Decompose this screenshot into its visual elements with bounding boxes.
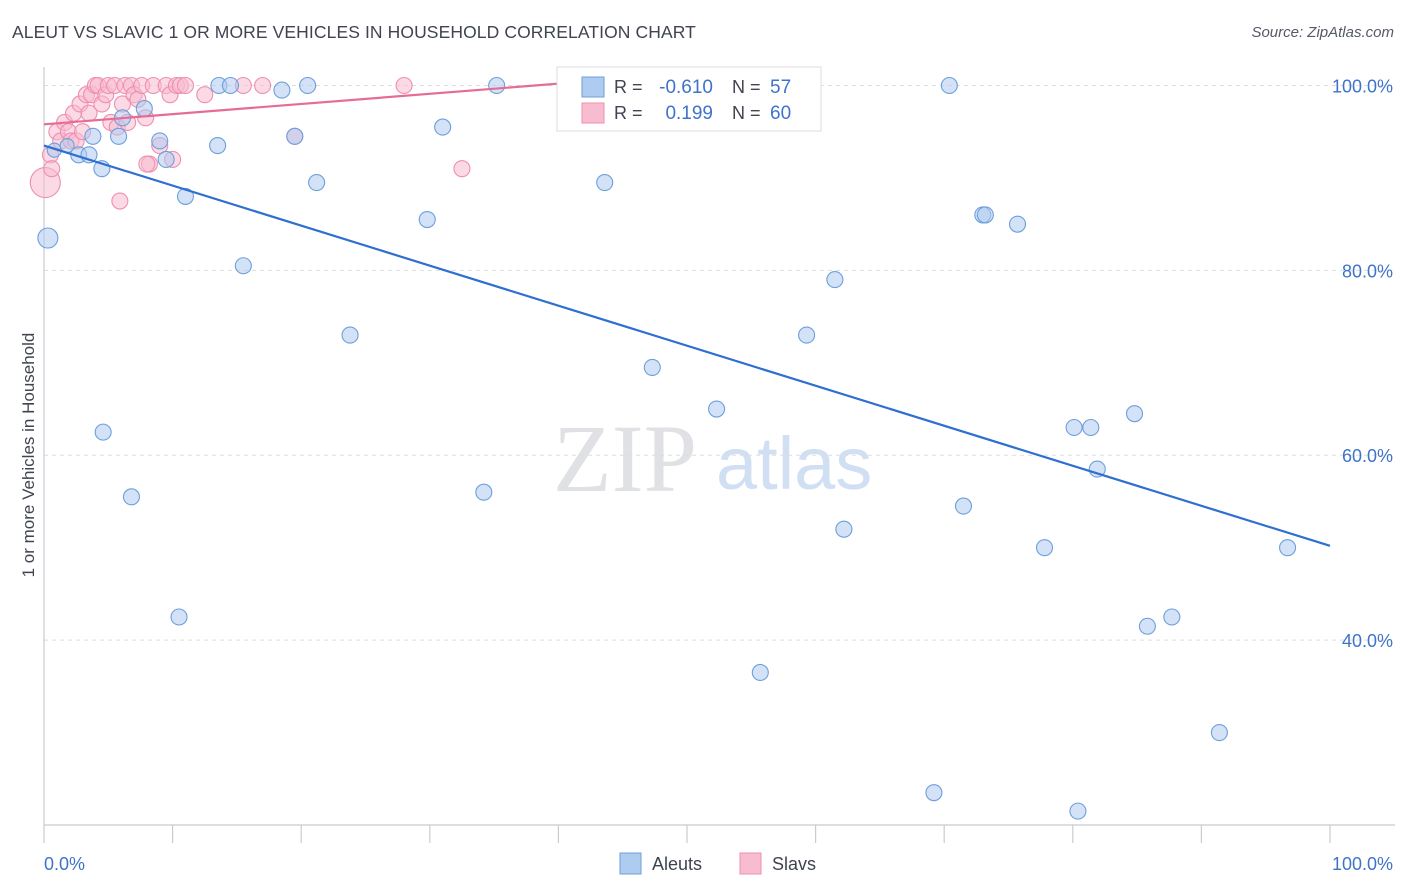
aleut-point (940, 76, 958, 95)
aleut-point (299, 76, 317, 95)
x-tick-label-min: 0.0% (44, 854, 85, 874)
aleut-point (1008, 215, 1027, 233)
aleut-point (157, 150, 175, 168)
aleut-point (418, 210, 436, 229)
aleut-point (1138, 617, 1156, 635)
aleut-point (286, 127, 304, 145)
aleut-point (37, 227, 59, 249)
gridlines (44, 84, 1395, 641)
slav-point (111, 192, 129, 210)
slav-point (395, 76, 413, 95)
legend-aleuts-label: Aleuts (652, 854, 702, 874)
y-axis-label: 1 or more Vehicles in Household (19, 333, 38, 578)
aleut-point (1125, 405, 1144, 423)
slav-point (453, 160, 471, 178)
legend-slavs-label: Slavs (772, 854, 816, 874)
aleuts-trend-line (43, 144, 1331, 547)
x-tick-label-max: 100.0% (1332, 854, 1393, 874)
aleut-point (209, 137, 227, 155)
aleut-point (475, 483, 493, 501)
source-label: Source: ZipAtlas.com (1251, 24, 1394, 41)
aleut-point (596, 173, 614, 192)
y-tick-label: 100.0% (1332, 76, 1393, 96)
legend-slavs-swatch (739, 852, 762, 875)
trend-lines (43, 82, 1331, 547)
slav-point (138, 155, 156, 173)
aleut-point (170, 608, 188, 626)
aleut-point (488, 76, 506, 95)
aleut-point (122, 488, 140, 506)
legend-swatch-slavs (581, 102, 605, 124)
legend-swatch-aleuts (581, 76, 605, 98)
y-tick-label: 60.0% (1342, 446, 1393, 466)
legend-n-label-slavs: N = (732, 103, 761, 123)
slav-point (196, 86, 214, 104)
aleut-point (751, 663, 769, 682)
watermark-atlas: atlas (716, 422, 872, 505)
aleut-point (798, 326, 816, 344)
aleut-point (94, 423, 112, 441)
aleut-point (176, 187, 195, 205)
slav-point (254, 76, 272, 95)
aleut-point (110, 127, 128, 145)
aleut-point (434, 118, 452, 136)
correlation-legend: R = -0.610 N = 57 R = 0.199 N = 60 (556, 66, 822, 132)
watermark-zip: ZIP (553, 405, 697, 512)
slavs-trend-line (43, 82, 559, 126)
aleut-point (976, 206, 994, 224)
aleut-point (1065, 418, 1083, 437)
aleut-point (221, 76, 240, 95)
aleut-point (1279, 539, 1297, 557)
aleut-point (925, 784, 943, 802)
aleut-point (954, 497, 973, 515)
aleut-point (135, 100, 153, 118)
legend-r-value-slavs: 0.199 (665, 103, 713, 124)
aleut-point (643, 358, 661, 376)
legend-r-label-slavs: R = (614, 103, 643, 123)
legend-r-label-aleuts: R = (614, 77, 643, 97)
aleut-point (308, 173, 326, 192)
aleut-point (234, 257, 252, 275)
aleut-point (84, 127, 102, 145)
slav-point (43, 160, 61, 178)
slav-point (176, 76, 195, 95)
aleut-point (1082, 418, 1100, 437)
aleut-point (708, 400, 726, 418)
legend-n-label-aleuts: N = (732, 77, 761, 97)
aleut-point (273, 81, 291, 99)
series-legend: Aleuts Slavs (619, 852, 816, 875)
aleut-point (835, 520, 853, 538)
aleut-point (1035, 539, 1054, 557)
aleut-point (826, 271, 844, 289)
y-tick-label: 40.0% (1342, 631, 1393, 651)
aleut-point (151, 132, 169, 150)
aleut-point (1163, 608, 1181, 626)
aleut-point (341, 326, 359, 344)
legend-aleuts-swatch (619, 852, 642, 875)
y-tick-label: 80.0% (1342, 261, 1393, 281)
chart-title: ALEUT VS SLAVIC 1 OR MORE VEHICLES IN HO… (12, 22, 696, 42)
aleut-point (1069, 802, 1087, 820)
aleuts-points (37, 76, 1297, 820)
tick-labels: 40.0% 60.0% 80.0% 100.0% 0.0% 100.0% (44, 76, 1393, 874)
legend-n-value-aleuts: 57 (770, 77, 791, 98)
legend-n-value-slavs: 60 (770, 103, 791, 124)
aleut-point (1210, 724, 1228, 742)
legend-r-value-aleuts: -0.610 (659, 77, 713, 98)
